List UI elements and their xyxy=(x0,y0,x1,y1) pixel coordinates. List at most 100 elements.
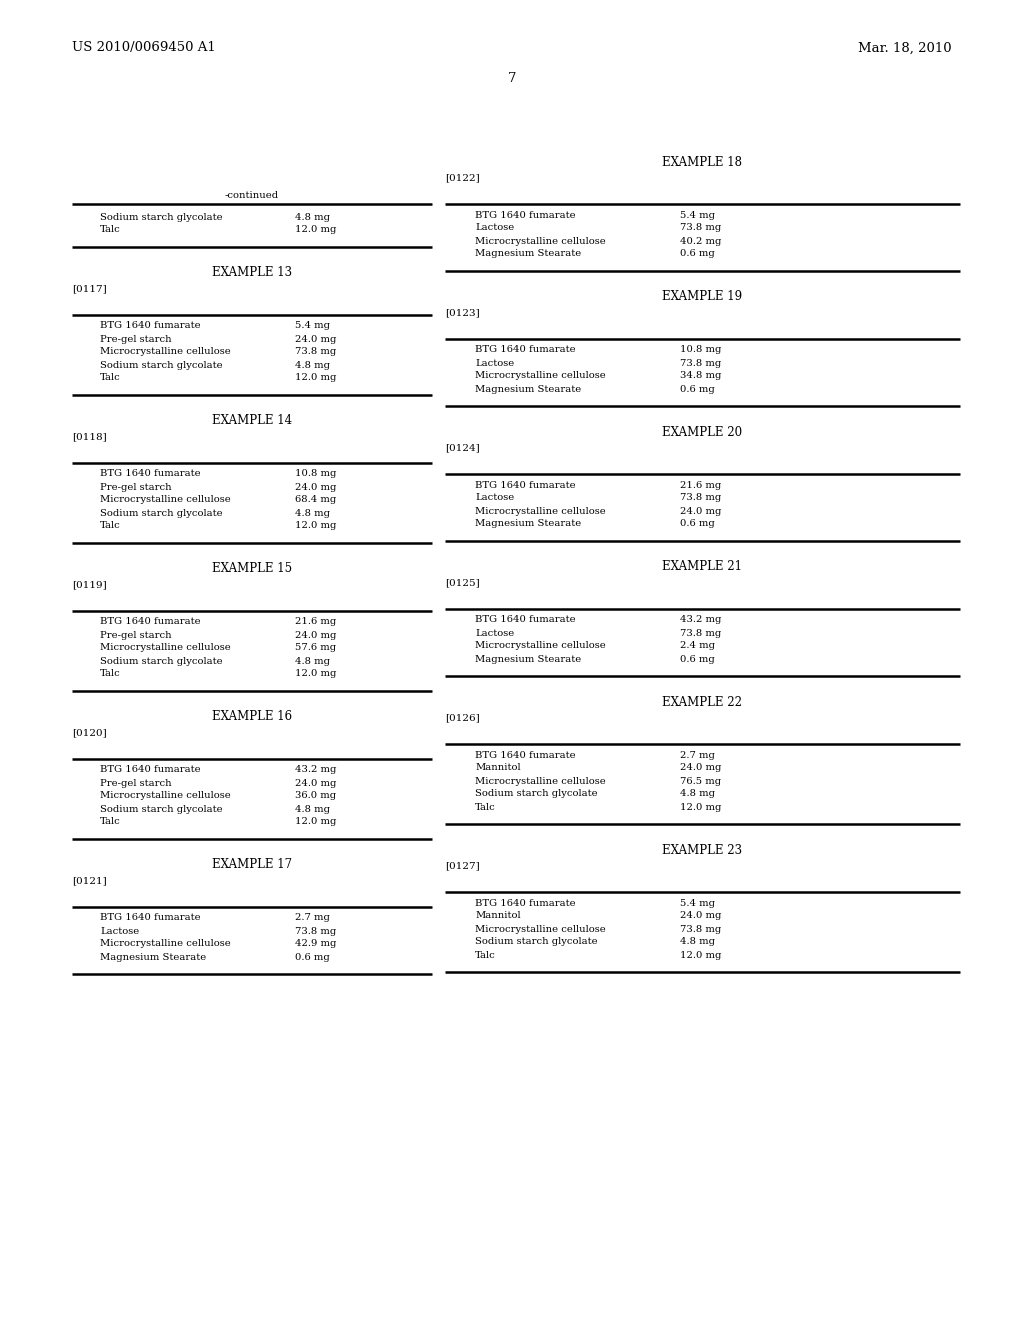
Text: 12.0 mg: 12.0 mg xyxy=(295,669,336,678)
Text: BTG 1640 fumarate: BTG 1640 fumarate xyxy=(100,766,201,775)
Text: 2.7 mg: 2.7 mg xyxy=(680,751,715,759)
Text: Sodium starch glycolate: Sodium starch glycolate xyxy=(475,789,598,799)
Text: 12.0 mg: 12.0 mg xyxy=(295,226,336,235)
Text: 57.6 mg: 57.6 mg xyxy=(295,644,336,652)
Text: 40.2 mg: 40.2 mg xyxy=(680,236,721,246)
Text: [0119]: [0119] xyxy=(72,581,106,590)
Text: BTG 1640 fumarate: BTG 1640 fumarate xyxy=(475,346,575,355)
Text: 12.0 mg: 12.0 mg xyxy=(295,521,336,531)
Text: Lactose: Lactose xyxy=(475,359,514,367)
Text: 43.2 mg: 43.2 mg xyxy=(295,766,336,775)
Text: 34.8 mg: 34.8 mg xyxy=(680,371,721,380)
Text: Lactose: Lactose xyxy=(475,494,514,503)
Text: Microcrystalline cellulose: Microcrystalline cellulose xyxy=(475,924,606,933)
Text: Mar. 18, 2010: Mar. 18, 2010 xyxy=(858,41,952,54)
Text: EXAMPLE 21: EXAMPLE 21 xyxy=(663,561,742,573)
Text: 73.8 mg: 73.8 mg xyxy=(680,359,721,367)
Text: BTG 1640 fumarate: BTG 1640 fumarate xyxy=(100,470,201,479)
Text: 12.0 mg: 12.0 mg xyxy=(295,374,336,383)
Text: [0124]: [0124] xyxy=(445,444,480,453)
Text: 7: 7 xyxy=(508,71,516,84)
Text: Pre-gel starch: Pre-gel starch xyxy=(100,334,172,343)
Text: 24.0 mg: 24.0 mg xyxy=(680,507,721,516)
Text: 4.8 mg: 4.8 mg xyxy=(295,656,330,665)
Text: 10.8 mg: 10.8 mg xyxy=(680,346,721,355)
Text: [0118]: [0118] xyxy=(72,433,106,441)
Text: 0.6 mg: 0.6 mg xyxy=(295,953,330,961)
Text: 4.8 mg: 4.8 mg xyxy=(680,937,715,946)
Text: 76.5 mg: 76.5 mg xyxy=(680,776,721,785)
Text: 2.7 mg: 2.7 mg xyxy=(295,913,330,923)
Text: 0.6 mg: 0.6 mg xyxy=(680,655,715,664)
Text: -continued: -continued xyxy=(225,191,280,201)
Text: Magnesium Stearate: Magnesium Stearate xyxy=(475,655,582,664)
Text: [0120]: [0120] xyxy=(72,729,106,738)
Text: 43.2 mg: 43.2 mg xyxy=(680,615,721,624)
Text: EXAMPLE 16: EXAMPLE 16 xyxy=(212,710,292,723)
Text: 24.0 mg: 24.0 mg xyxy=(680,763,721,772)
Text: Microcrystalline cellulose: Microcrystalline cellulose xyxy=(100,644,230,652)
Text: Microcrystalline cellulose: Microcrystalline cellulose xyxy=(475,236,606,246)
Text: 10.8 mg: 10.8 mg xyxy=(295,470,336,479)
Text: 0.6 mg: 0.6 mg xyxy=(680,520,715,528)
Text: 21.6 mg: 21.6 mg xyxy=(680,480,721,490)
Text: EXAMPLE 23: EXAMPLE 23 xyxy=(663,843,742,857)
Text: 73.8 mg: 73.8 mg xyxy=(680,924,721,933)
Text: 0.6 mg: 0.6 mg xyxy=(680,249,715,259)
Text: BTG 1640 fumarate: BTG 1640 fumarate xyxy=(475,480,575,490)
Text: Sodium starch glycolate: Sodium starch glycolate xyxy=(100,213,222,222)
Text: Talc: Talc xyxy=(475,803,496,812)
Text: Microcrystalline cellulose: Microcrystalline cellulose xyxy=(100,347,230,356)
Text: 73.8 mg: 73.8 mg xyxy=(295,347,336,356)
Text: 5.4 mg: 5.4 mg xyxy=(680,210,715,219)
Text: 73.8 mg: 73.8 mg xyxy=(680,628,721,638)
Text: 2.4 mg: 2.4 mg xyxy=(680,642,715,651)
Text: Microcrystalline cellulose: Microcrystalline cellulose xyxy=(475,642,606,651)
Text: Magnesium Stearate: Magnesium Stearate xyxy=(475,520,582,528)
Text: Mannitol: Mannitol xyxy=(475,763,520,772)
Text: Talc: Talc xyxy=(100,521,121,531)
Text: 68.4 mg: 68.4 mg xyxy=(295,495,336,504)
Text: [0126]: [0126] xyxy=(445,714,480,722)
Text: [0125]: [0125] xyxy=(445,578,480,587)
Text: EXAMPLE 22: EXAMPLE 22 xyxy=(663,696,742,709)
Text: Pre-gel starch: Pre-gel starch xyxy=(100,631,172,639)
Text: [0123]: [0123] xyxy=(445,309,480,318)
Text: Microcrystalline cellulose: Microcrystalline cellulose xyxy=(475,776,606,785)
Text: Microcrystalline cellulose: Microcrystalline cellulose xyxy=(100,792,230,800)
Text: Pre-gel starch: Pre-gel starch xyxy=(100,483,172,491)
Text: Magnesium Stearate: Magnesium Stearate xyxy=(475,384,582,393)
Text: Talc: Talc xyxy=(100,669,121,678)
Text: Pre-gel starch: Pre-gel starch xyxy=(100,779,172,788)
Text: 73.8 mg: 73.8 mg xyxy=(680,223,721,232)
Text: Lactose: Lactose xyxy=(475,223,514,232)
Text: EXAMPLE 14: EXAMPLE 14 xyxy=(212,414,292,428)
Text: BTG 1640 fumarate: BTG 1640 fumarate xyxy=(475,899,575,908)
Text: [0117]: [0117] xyxy=(72,285,106,293)
Text: US 2010/0069450 A1: US 2010/0069450 A1 xyxy=(72,41,216,54)
Text: 24.0 mg: 24.0 mg xyxy=(295,483,336,491)
Text: [0122]: [0122] xyxy=(445,173,480,182)
Text: BTG 1640 fumarate: BTG 1640 fumarate xyxy=(100,913,201,923)
Text: Talc: Talc xyxy=(100,226,121,235)
Text: Lactose: Lactose xyxy=(475,628,514,638)
Text: Lactose: Lactose xyxy=(100,927,139,936)
Text: 73.8 mg: 73.8 mg xyxy=(295,927,336,936)
Text: 24.0 mg: 24.0 mg xyxy=(295,334,336,343)
Text: Microcrystalline cellulose: Microcrystalline cellulose xyxy=(475,371,606,380)
Text: Talc: Talc xyxy=(100,817,121,826)
Text: EXAMPLE 13: EXAMPLE 13 xyxy=(212,267,292,280)
Text: 36.0 mg: 36.0 mg xyxy=(295,792,336,800)
Text: 4.8 mg: 4.8 mg xyxy=(295,360,330,370)
Text: BTG 1640 fumarate: BTG 1640 fumarate xyxy=(475,210,575,219)
Text: EXAMPLE 18: EXAMPLE 18 xyxy=(663,156,742,169)
Text: Talc: Talc xyxy=(100,374,121,383)
Text: 12.0 mg: 12.0 mg xyxy=(295,817,336,826)
Text: BTG 1640 fumarate: BTG 1640 fumarate xyxy=(475,615,575,624)
Text: Microcrystalline cellulose: Microcrystalline cellulose xyxy=(100,495,230,504)
Text: Microcrystalline cellulose: Microcrystalline cellulose xyxy=(100,940,230,949)
Text: 24.0 mg: 24.0 mg xyxy=(295,631,336,639)
Text: 4.8 mg: 4.8 mg xyxy=(295,508,330,517)
Text: BTG 1640 fumarate: BTG 1640 fumarate xyxy=(100,322,201,330)
Text: EXAMPLE 19: EXAMPLE 19 xyxy=(663,290,742,304)
